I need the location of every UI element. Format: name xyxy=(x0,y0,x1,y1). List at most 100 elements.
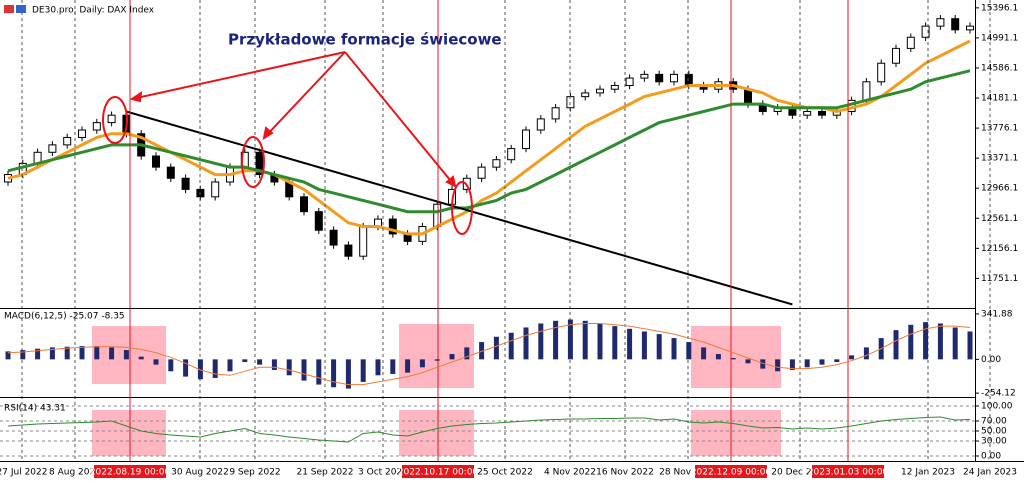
candle-body xyxy=(862,81,871,101)
macd-bar xyxy=(434,359,440,361)
macd-bar xyxy=(819,359,825,365)
candle-body xyxy=(877,62,886,83)
candle-body xyxy=(596,88,604,94)
candle-body xyxy=(78,129,86,138)
candle-body xyxy=(492,159,501,168)
macd-bar xyxy=(775,359,781,372)
candle-body xyxy=(166,166,175,179)
indicator-line xyxy=(7,69,971,214)
candle-body xyxy=(625,77,634,86)
macd-bar xyxy=(138,356,144,360)
candle-body xyxy=(892,47,900,64)
macd-bar xyxy=(79,346,85,360)
x-tick-label: 28 Nov 2022 xyxy=(659,468,717,478)
candle-body xyxy=(655,73,664,83)
candle-body xyxy=(951,18,960,31)
candle-body xyxy=(522,129,530,150)
macd-bar xyxy=(316,359,322,385)
x-tick-label: 21 Sep 2022 xyxy=(296,468,353,478)
y-tick-label: 0.00 xyxy=(981,355,1001,365)
macd-bar xyxy=(464,347,470,360)
candle-body xyxy=(300,196,308,213)
y-tick-label: 14181.1 xyxy=(981,94,1018,104)
macd-bar xyxy=(863,347,869,360)
macd-bar xyxy=(849,355,855,360)
icon xyxy=(16,5,26,13)
macd-bar xyxy=(523,327,529,360)
candle-body xyxy=(477,166,486,179)
macd-bar xyxy=(893,330,899,360)
candle-body xyxy=(152,155,160,168)
marker-label-bg xyxy=(402,465,474,478)
macd-bar xyxy=(183,359,189,377)
macd-bar xyxy=(271,359,277,370)
y-tick-label: 12561.1 xyxy=(981,214,1018,224)
y-tick-label: 14991.1 xyxy=(981,33,1018,43)
macd-bar xyxy=(508,332,514,360)
macd-bar xyxy=(153,359,159,365)
marker-label: 2023.01.03 00:00 xyxy=(808,468,889,478)
macd-bar xyxy=(686,342,692,360)
candle-body xyxy=(92,122,101,131)
macd-bar xyxy=(671,338,677,360)
macd-bar xyxy=(730,358,736,360)
macd-bar xyxy=(168,359,174,372)
candle-body xyxy=(329,229,338,246)
x-tick-label: 4 Nov 2022 xyxy=(544,468,596,478)
macd-bar xyxy=(35,348,41,360)
y-tick-label: 0.00 xyxy=(981,452,1001,462)
zone xyxy=(399,324,474,388)
macd-bar xyxy=(834,359,840,362)
highlight-zones xyxy=(92,324,781,456)
candle-body xyxy=(921,25,930,38)
candle-body xyxy=(551,107,560,120)
macd-bar xyxy=(123,350,129,360)
macd-bar xyxy=(331,359,337,388)
x-tick-label: 27 Jul 2022 xyxy=(0,468,47,478)
macd-bar xyxy=(286,359,292,376)
x-tick-label: 20 Dec 2022 xyxy=(771,468,829,478)
macd-bar xyxy=(923,322,929,360)
macd-bar xyxy=(745,359,751,364)
panel-title: RSI(14) 43.31 xyxy=(4,404,66,414)
macd-bar xyxy=(197,359,203,380)
candle-body xyxy=(803,110,812,116)
macd-bar xyxy=(627,328,633,360)
candle-body xyxy=(966,25,974,31)
candle-body xyxy=(536,118,545,131)
y-tick-label: -254.12 xyxy=(981,389,1016,399)
candle-body xyxy=(107,114,116,124)
macd-bar xyxy=(449,354,455,360)
x-tick-label: 3 Oct 2022 xyxy=(358,468,408,478)
macd-bar xyxy=(553,320,559,360)
macd-bar xyxy=(582,320,588,360)
x-tick-label: 30 Aug 2022 xyxy=(171,468,229,478)
y-tick-label: 13776.1 xyxy=(981,124,1018,134)
macd-bar xyxy=(5,351,11,360)
macd-bar xyxy=(952,327,958,360)
zone xyxy=(691,410,781,456)
macd-bar xyxy=(405,359,411,373)
candle-body xyxy=(906,36,915,49)
macd-bar xyxy=(479,342,485,360)
marker-label: 2022.12.09 00:00 xyxy=(691,468,772,478)
y-tick-label: 30.00 xyxy=(981,437,1007,447)
macd-bar xyxy=(937,323,943,360)
macd-bar xyxy=(360,359,366,382)
candle-body xyxy=(936,18,945,27)
candle-body xyxy=(388,218,397,235)
y-tick-label: 15396.1 xyxy=(981,3,1018,13)
macd-bar xyxy=(760,359,766,369)
macd-bar xyxy=(715,354,721,360)
plot xyxy=(0,0,991,462)
macd-bar xyxy=(301,359,307,381)
macd-bar xyxy=(390,359,396,374)
candle-body xyxy=(48,144,57,153)
macd-bar xyxy=(257,359,263,365)
candle-body xyxy=(818,110,826,116)
marker-label-bg xyxy=(695,465,767,478)
macd-bar xyxy=(419,359,425,368)
x-tick-label: 16 Nov 2022 xyxy=(596,468,654,478)
